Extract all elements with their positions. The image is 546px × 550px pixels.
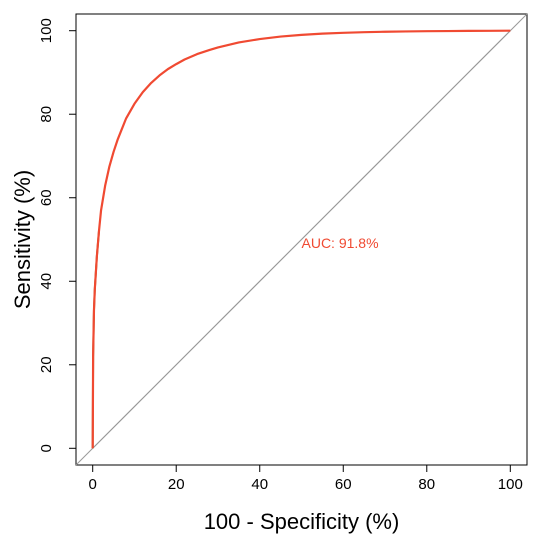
x-tick-label: 0 bbox=[89, 476, 97, 493]
y-tick-label: 60 bbox=[38, 189, 55, 206]
y-tick-label: 80 bbox=[38, 106, 55, 123]
auc-annotation: AUC: 91.8% bbox=[302, 235, 379, 251]
y-tick-label: 40 bbox=[38, 273, 55, 290]
x-tick-label: 60 bbox=[335, 476, 352, 493]
x-tick-label: 40 bbox=[251, 476, 268, 493]
x-tick-label: 80 bbox=[418, 476, 435, 493]
y-tick-label: 0 bbox=[38, 444, 55, 452]
y-tick-label: 100 bbox=[38, 18, 55, 43]
reference-diagonal-line bbox=[92, 30, 511, 449]
y-tick-label: 20 bbox=[38, 356, 55, 373]
x-tick-label: 20 bbox=[168, 476, 185, 493]
x-axis-title: 100 - Specificity (%) bbox=[204, 509, 400, 534]
roc-curve bbox=[91, 29, 511, 449]
y-axis-title: Sensitivity (%) bbox=[10, 170, 35, 309]
y-axis-ticks: 0 20 40 60 80 100 bbox=[38, 18, 76, 452]
x-tick-label: 100 bbox=[498, 476, 523, 493]
x-axis-ticks: 0 20 40 60 80 100 bbox=[89, 465, 523, 493]
plot-frame bbox=[75, 13, 528, 466]
